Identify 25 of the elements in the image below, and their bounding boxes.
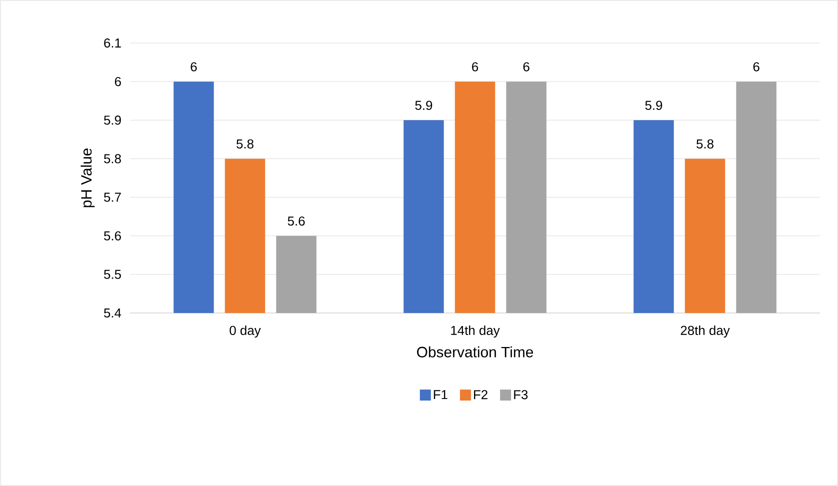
data-label: 6 — [472, 62, 478, 72]
y-tick-label: 5.5 — [104, 270, 121, 279]
x-tick-label: 0 day — [230, 325, 261, 338]
data-label: 6 — [190, 62, 197, 72]
data-label: 5.8 — [236, 139, 254, 149]
legend-label: F3 — [514, 390, 528, 400]
x-tick-label: 14th day — [451, 325, 500, 338]
y-tick-label: 6 — [114, 76, 121, 86]
y-tick-label: 6.1 — [104, 38, 121, 48]
y-tick-label: 5.4 — [104, 308, 122, 318]
data-label: 6 — [753, 62, 760, 72]
data-label: 5.6 — [288, 216, 305, 226]
data-label: 5.8 — [696, 139, 714, 149]
y-tick-label: 5.6 — [104, 231, 121, 240]
y-tick-label: 5.9 — [104, 116, 121, 125]
y-axis-title: pH Value — [80, 148, 95, 208]
legend-label: F2 — [474, 390, 488, 400]
x-axis-title: Observation Time — [417, 346, 534, 358]
x-tick-label: 28th day — [680, 325, 730, 338]
y-tick-label: 5.7 — [104, 192, 121, 202]
data-label: 6 — [523, 62, 530, 72]
y-tick-label: 5.8 — [104, 154, 121, 164]
data-label: 5.9 — [415, 100, 432, 110]
data-label: 5.9 — [645, 100, 662, 110]
legend-label: F1 — [434, 390, 448, 400]
